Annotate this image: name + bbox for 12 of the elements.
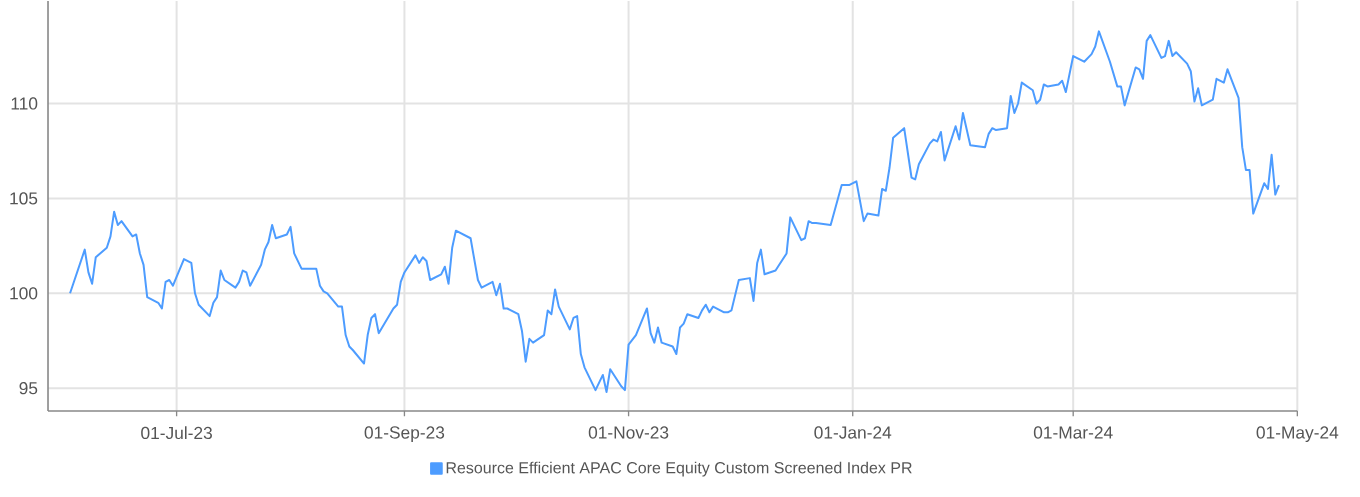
x-tick-label: 01-Mar-24 <box>1033 426 1113 439</box>
y-tick-label: 100 <box>10 287 38 300</box>
y-tick-label: 105 <box>10 192 38 205</box>
line-series <box>69 30 1280 393</box>
y-tick-label: 110 <box>11 97 38 110</box>
legend-label: Resource Efficient APAC Core Equity Custom Screened Index PR <box>446 461 912 477</box>
x-tick-label: 01-Jan-24 <box>814 426 892 439</box>
y-tick-label: 95 <box>19 382 38 395</box>
x-tick-label: 01-Nov-23 <box>588 426 669 439</box>
x-tick-label: 01-Jul-23 <box>141 426 212 440</box>
x-tick-label: 01-Sep-23 <box>364 426 445 443</box>
x-tick-label: 01-May-24 <box>1256 426 1339 443</box>
